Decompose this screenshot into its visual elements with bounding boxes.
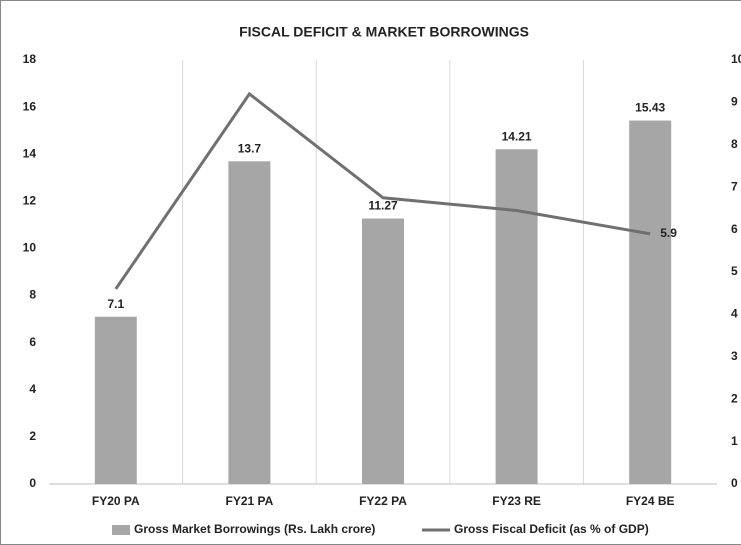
y-tick-label: 14 [23,146,37,160]
y-tick-label: 8 [29,288,36,302]
y-tick-label: 16 [23,99,37,113]
y2-tick-label: 5 [731,264,738,278]
data-label: 11.27 [368,199,398,213]
data-label: 7.1 [107,297,124,311]
y-tick-label: 12 [23,194,37,208]
y-tick-label: 4 [29,382,36,396]
bar [629,120,672,484]
legend-label: Gross Fiscal Deficit (as % of GDP) [454,522,649,536]
x-tick-label: FY20 PA [92,494,140,508]
data-label: 5.9 [660,226,677,240]
y2-tick-label: 9 [731,95,738,109]
bar [228,161,271,485]
y-tick-label: 0 [29,476,36,490]
line [114,91,651,290]
y2-tick-label: 1 [731,434,738,448]
y2-tick-label: 6 [731,222,738,236]
y-tick-label: 18 [23,52,37,66]
bar [362,218,404,485]
y2-tick-label: 4 [731,307,738,321]
y2-tick-label: 0 [731,476,738,490]
data-label: 15.43 [635,101,665,115]
data-label: 13.7 [238,141,262,155]
bar [94,316,137,484]
y-tick-label: 10 [23,241,37,255]
y-tick-label: 6 [29,335,36,349]
bar [495,149,538,484]
x-tick-label: FY22 PA [359,494,407,508]
chart-title: FISCAL DEFICIT & MARKET BORROWINGS [239,24,529,40]
x-tick-label: FY21 PA [226,494,274,508]
legend-label: Gross Market Borrowings (Rs. Lakh crore) [134,522,375,536]
y2-tick-label: 10 [731,52,741,66]
y2-tick-label: 2 [731,391,738,405]
legend-swatch [112,525,130,535]
y2-tick-label: 8 [731,137,738,151]
x-tick-label: FY23 RE [492,494,541,508]
x-tick-label: FY24 BE [626,494,675,508]
data-label: 14.21 [502,129,532,143]
y-tick-label: 2 [29,429,36,443]
y2-tick-label: 3 [731,349,738,363]
y2-tick-label: 7 [731,179,738,193]
